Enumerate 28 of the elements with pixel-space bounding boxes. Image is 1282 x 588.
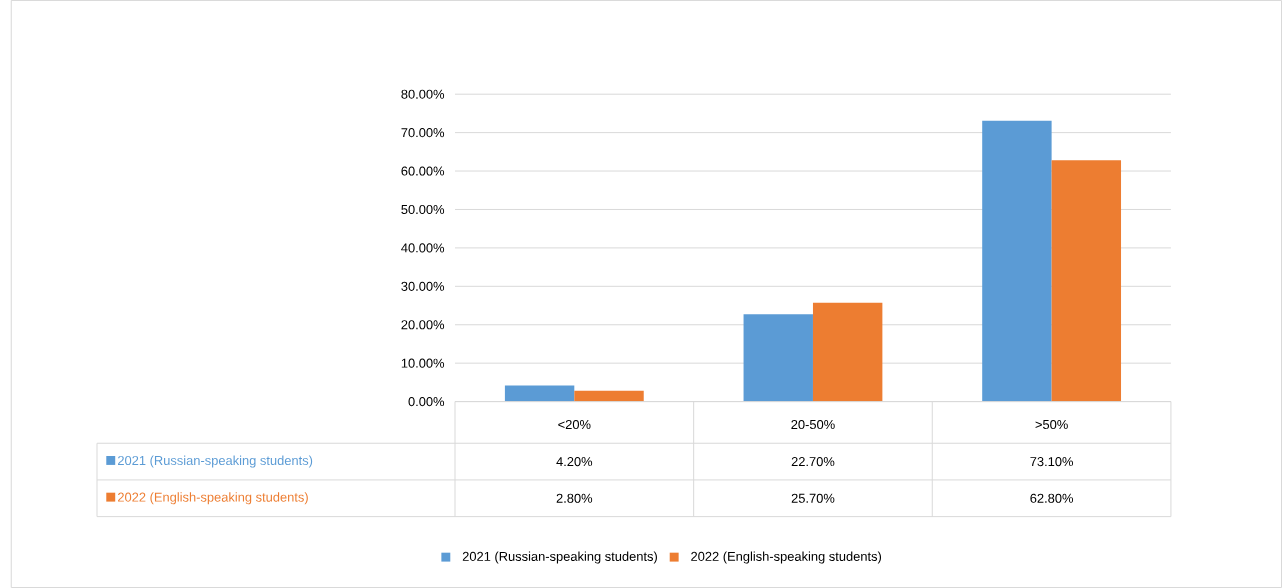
bar <box>982 120 1052 402</box>
y-tick-label: 80.00% <box>401 89 445 99</box>
data-label: 73.10% <box>1030 457 1074 467</box>
y-tick-label: 60.00% <box>401 166 445 176</box>
x-tick-label: <20% <box>558 419 591 430</box>
data-label: 4.20% <box>556 457 593 467</box>
x-tick-label: >50% <box>1035 419 1068 430</box>
data-label: 22.70% <box>791 457 835 467</box>
bar <box>504 385 575 402</box>
data-label: 25.70% <box>791 493 835 503</box>
x-tick-label: 20-50% <box>791 419 835 430</box>
data-label: 62.80% <box>1030 493 1074 503</box>
y-tick-label: 20.00% <box>401 320 445 330</box>
text: 2022 (English-speaking students) <box>118 492 308 505</box>
y-tick-label: 0.00% <box>408 397 445 407</box>
bar <box>1051 160 1122 402</box>
bar <box>812 302 883 402</box>
y-tick-label: 30.00% <box>401 281 445 291</box>
y-tick-label: 10.00% <box>401 358 445 368</box>
y-tick-label: 40.00% <box>401 243 445 253</box>
legend-label: 2022 (English-speaking students) <box>691 551 882 564</box>
text: 2021 (Russian-speaking students) <box>118 455 313 468</box>
legend-label: 2021 (Russian-speaking students) <box>462 551 657 564</box>
y-tick-label: 70.00% <box>401 128 445 138</box>
bar <box>743 314 813 402</box>
y-tick-label: 50.00% <box>401 204 445 215</box>
data-label: 2.80% <box>556 493 593 503</box>
bar <box>574 390 644 402</box>
